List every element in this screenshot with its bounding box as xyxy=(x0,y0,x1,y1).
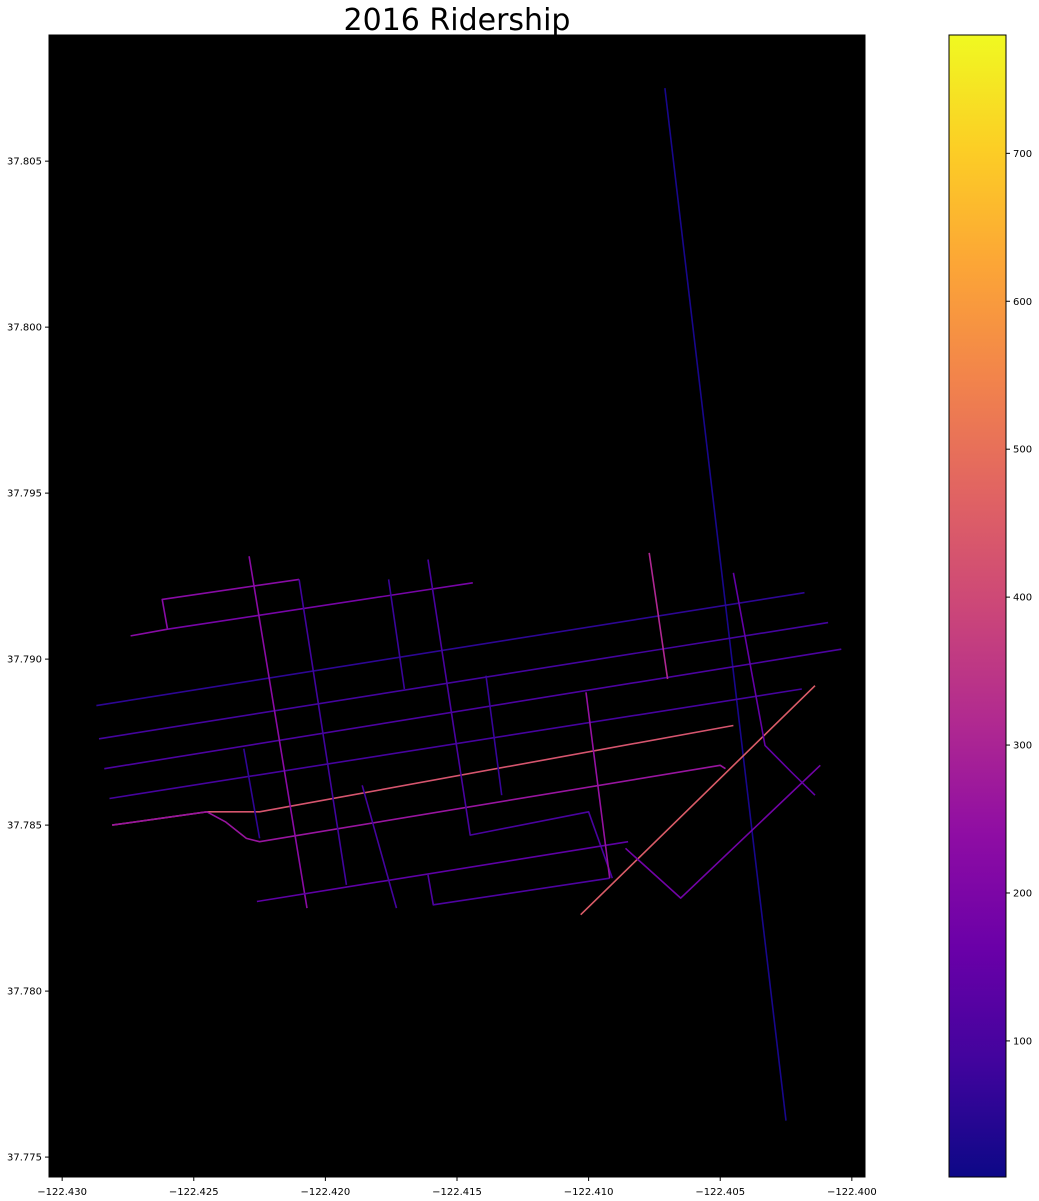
y-tick-label: 37.785 xyxy=(7,821,42,832)
route-segment xyxy=(648,552,669,680)
route-segment xyxy=(427,874,610,906)
y-tick-label: 37.790 xyxy=(7,655,42,666)
route-segment xyxy=(256,840,629,903)
colorbar xyxy=(948,34,1007,1178)
route-segment xyxy=(104,648,842,770)
chart-title: 2016 Ridership xyxy=(344,3,571,38)
y-tick-label: 37.800 xyxy=(7,323,42,334)
x-tick-label: −122.400 xyxy=(827,1187,877,1198)
route-segment xyxy=(585,692,611,879)
y-tick-label: 37.795 xyxy=(7,489,42,500)
colorbar-tick-label: 300 xyxy=(1013,741,1032,752)
route-segment xyxy=(664,88,787,1121)
x-axis: −122.430 −122.425 −122.420 −122.415 −122.410… xyxy=(37,1177,877,1198)
route-segment xyxy=(485,675,503,796)
x-tick-label: −122.405 xyxy=(695,1187,745,1198)
colorbar-tick-label: 600 xyxy=(1013,297,1032,308)
colorbar-tick-label: 500 xyxy=(1013,445,1032,456)
colorbar-tick-label: 100 xyxy=(1013,1036,1032,1047)
x-tick-label: −122.430 xyxy=(37,1187,87,1198)
route-segment xyxy=(732,572,816,796)
x-tick-label: −122.415 xyxy=(432,1187,482,1198)
route-segment xyxy=(624,764,821,899)
route-segment xyxy=(361,785,398,909)
route-segment xyxy=(130,578,300,637)
x-tick-label: −122.420 xyxy=(301,1187,351,1198)
route-segment xyxy=(112,764,726,843)
x-tick-label: −122.410 xyxy=(564,1187,614,1198)
colorbar-tick-label: 400 xyxy=(1013,593,1032,604)
route-segment xyxy=(96,591,805,707)
colorbar-axis: 100 200 300 400 500 600 700 xyxy=(1006,149,1032,1047)
colorbar-tick-label: 200 xyxy=(1013,888,1032,899)
y-axis: 37.775 37.780 37.785 37.790 37.795 37.800 37.8… xyxy=(7,157,49,1164)
route-segment xyxy=(98,621,829,740)
route-segment xyxy=(580,685,816,916)
route-segment xyxy=(387,579,406,690)
route-segment xyxy=(167,582,473,630)
route-segment xyxy=(298,579,348,886)
route-segment xyxy=(427,559,614,879)
route-segment xyxy=(248,556,308,909)
y-tick-label: 37.780 xyxy=(7,987,42,998)
colorbar-tick-label: 700 xyxy=(1013,149,1032,160)
y-tick-label: 37.805 xyxy=(7,157,42,168)
route-segments xyxy=(96,88,842,1121)
route-segment xyxy=(243,748,261,839)
plot-area xyxy=(49,35,865,1177)
y-tick-label: 37.775 xyxy=(7,1153,42,1164)
x-tick-label: −122.425 xyxy=(169,1187,219,1198)
